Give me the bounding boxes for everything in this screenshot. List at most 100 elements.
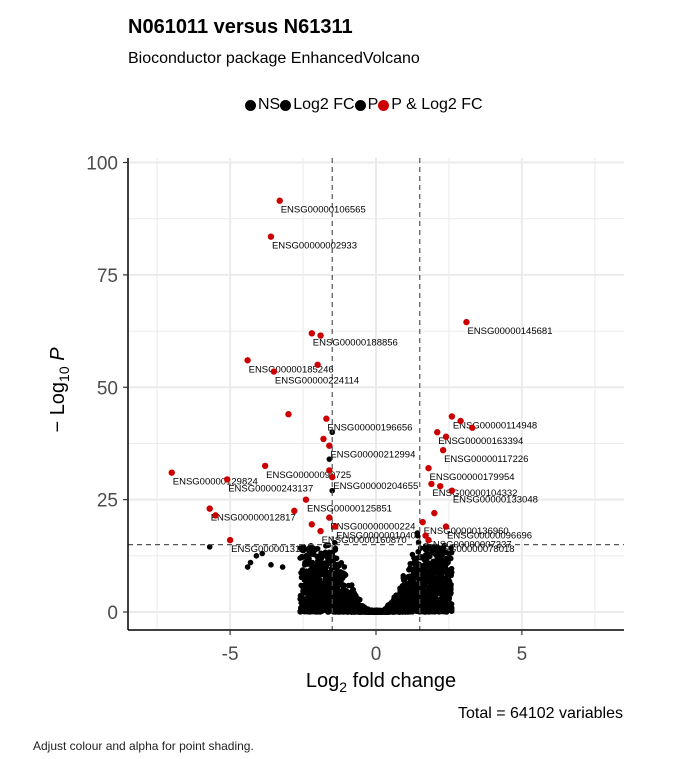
legend-label-log2fc: Log2 FC <box>293 96 355 113</box>
significant-point <box>463 318 470 326</box>
significant-point <box>442 433 450 440</box>
gene-label: ENSG00000114948 <box>453 420 537 431</box>
ns-point <box>429 601 435 608</box>
ns-point <box>419 602 425 609</box>
gene-label: ENSG00000104332 <box>432 488 517 499</box>
ns-point <box>420 564 426 571</box>
significant-point <box>224 476 231 483</box>
ns-point <box>299 595 306 602</box>
significant-point <box>317 332 324 339</box>
gene-label: ENSG00000136960 <box>424 526 509 537</box>
ns-point <box>336 562 342 569</box>
ns-point <box>349 595 356 601</box>
ns-point <box>259 550 266 557</box>
ns-point <box>313 609 320 615</box>
gene-label: ENSG00000196656 <box>327 423 412 434</box>
ns-point <box>253 553 260 559</box>
ns-point <box>326 569 333 576</box>
ns-point <box>431 580 437 586</box>
x-tick-label: -5 <box>222 644 239 665</box>
ns-point <box>247 559 254 566</box>
gene-label: ENSG00000010404 <box>336 531 421 542</box>
significant-point <box>326 467 333 474</box>
significant-point <box>431 509 438 517</box>
ns-point <box>311 561 317 568</box>
ns-point <box>442 556 449 563</box>
ns-point <box>335 583 341 589</box>
ns-point <box>344 597 350 604</box>
ns-point <box>268 562 274 568</box>
ns-point <box>411 598 418 605</box>
gene-label: ENSG00000099725 <box>266 470 351 481</box>
ns-point <box>399 583 406 589</box>
ns-point <box>358 608 365 615</box>
legend-dot-p-and-log2fc <box>378 99 390 111</box>
ns-point <box>244 564 251 570</box>
gene-label: ENSG00000224114 <box>275 376 359 387</box>
significant-point <box>326 442 333 449</box>
ns-point <box>434 564 441 570</box>
significant-point <box>448 487 456 494</box>
ns-point <box>301 582 308 589</box>
gene-label: ENSG00000160870 <box>322 535 407 546</box>
gene-label: ENSG00000243137 <box>228 483 313 494</box>
ns-point <box>326 456 333 462</box>
ns-point <box>340 602 347 609</box>
ns-point <box>380 608 387 615</box>
ns-point <box>354 605 361 612</box>
ns-point <box>308 581 315 588</box>
ns-point <box>390 607 396 614</box>
ns-point <box>206 544 213 550</box>
significant-point <box>270 368 278 375</box>
volcano-plot: ENSG00000106565 ENSG00000002933 ENSG000001… <box>47 153 624 695</box>
gene-label: ENSG00000106565 <box>281 205 366 216</box>
ns-point <box>331 563 338 569</box>
significant-point <box>428 480 435 488</box>
y-tick-label: 25 <box>97 491 118 512</box>
ns-point <box>400 602 406 609</box>
legend-label-p: P <box>367 96 379 113</box>
significant-point <box>317 527 324 535</box>
gene-label: ENSG00000007237 <box>427 540 512 551</box>
significant-point <box>326 514 333 521</box>
ns-point <box>313 585 320 592</box>
ns-point <box>299 567 306 573</box>
ns-point <box>420 592 427 598</box>
ns-point <box>430 608 437 615</box>
ns-point <box>311 590 318 597</box>
gene-label: ENSG00000188856 <box>313 337 398 348</box>
ns-point <box>318 550 324 557</box>
ns-point <box>435 607 441 614</box>
gene-label: ENSG00000212994 <box>330 450 415 461</box>
ns-point <box>409 551 416 558</box>
ns-point <box>316 591 323 597</box>
significant-point <box>285 411 292 418</box>
gene-label: ENSG00000129824 <box>173 477 258 488</box>
ns-point <box>300 604 306 611</box>
ns-point <box>406 596 412 603</box>
significant-point <box>244 357 251 364</box>
significant-point <box>276 197 283 204</box>
ns-point <box>317 556 323 562</box>
significant-point <box>329 473 336 481</box>
ns-point <box>443 549 449 556</box>
ns-point <box>304 587 311 593</box>
chart-title: N061011 versus N61311 <box>128 16 353 38</box>
ns-point <box>425 589 431 595</box>
legend-label-p-and-log2fc: P & Log2 FC <box>391 96 483 113</box>
significant-point <box>267 233 275 240</box>
significant-point <box>314 361 321 368</box>
significant-point <box>323 415 330 422</box>
ns-point <box>328 555 334 562</box>
significant-point <box>302 496 310 503</box>
gene-label: ENSG00000125851 <box>307 504 392 515</box>
ns-point <box>434 603 440 609</box>
ns-point <box>424 562 431 569</box>
significant-point <box>425 464 432 472</box>
significant-point <box>439 446 447 454</box>
ns-point <box>341 591 348 598</box>
ns-point <box>414 606 421 612</box>
ns-point <box>363 609 369 615</box>
ns-point <box>430 544 437 550</box>
ns-point <box>320 561 327 567</box>
